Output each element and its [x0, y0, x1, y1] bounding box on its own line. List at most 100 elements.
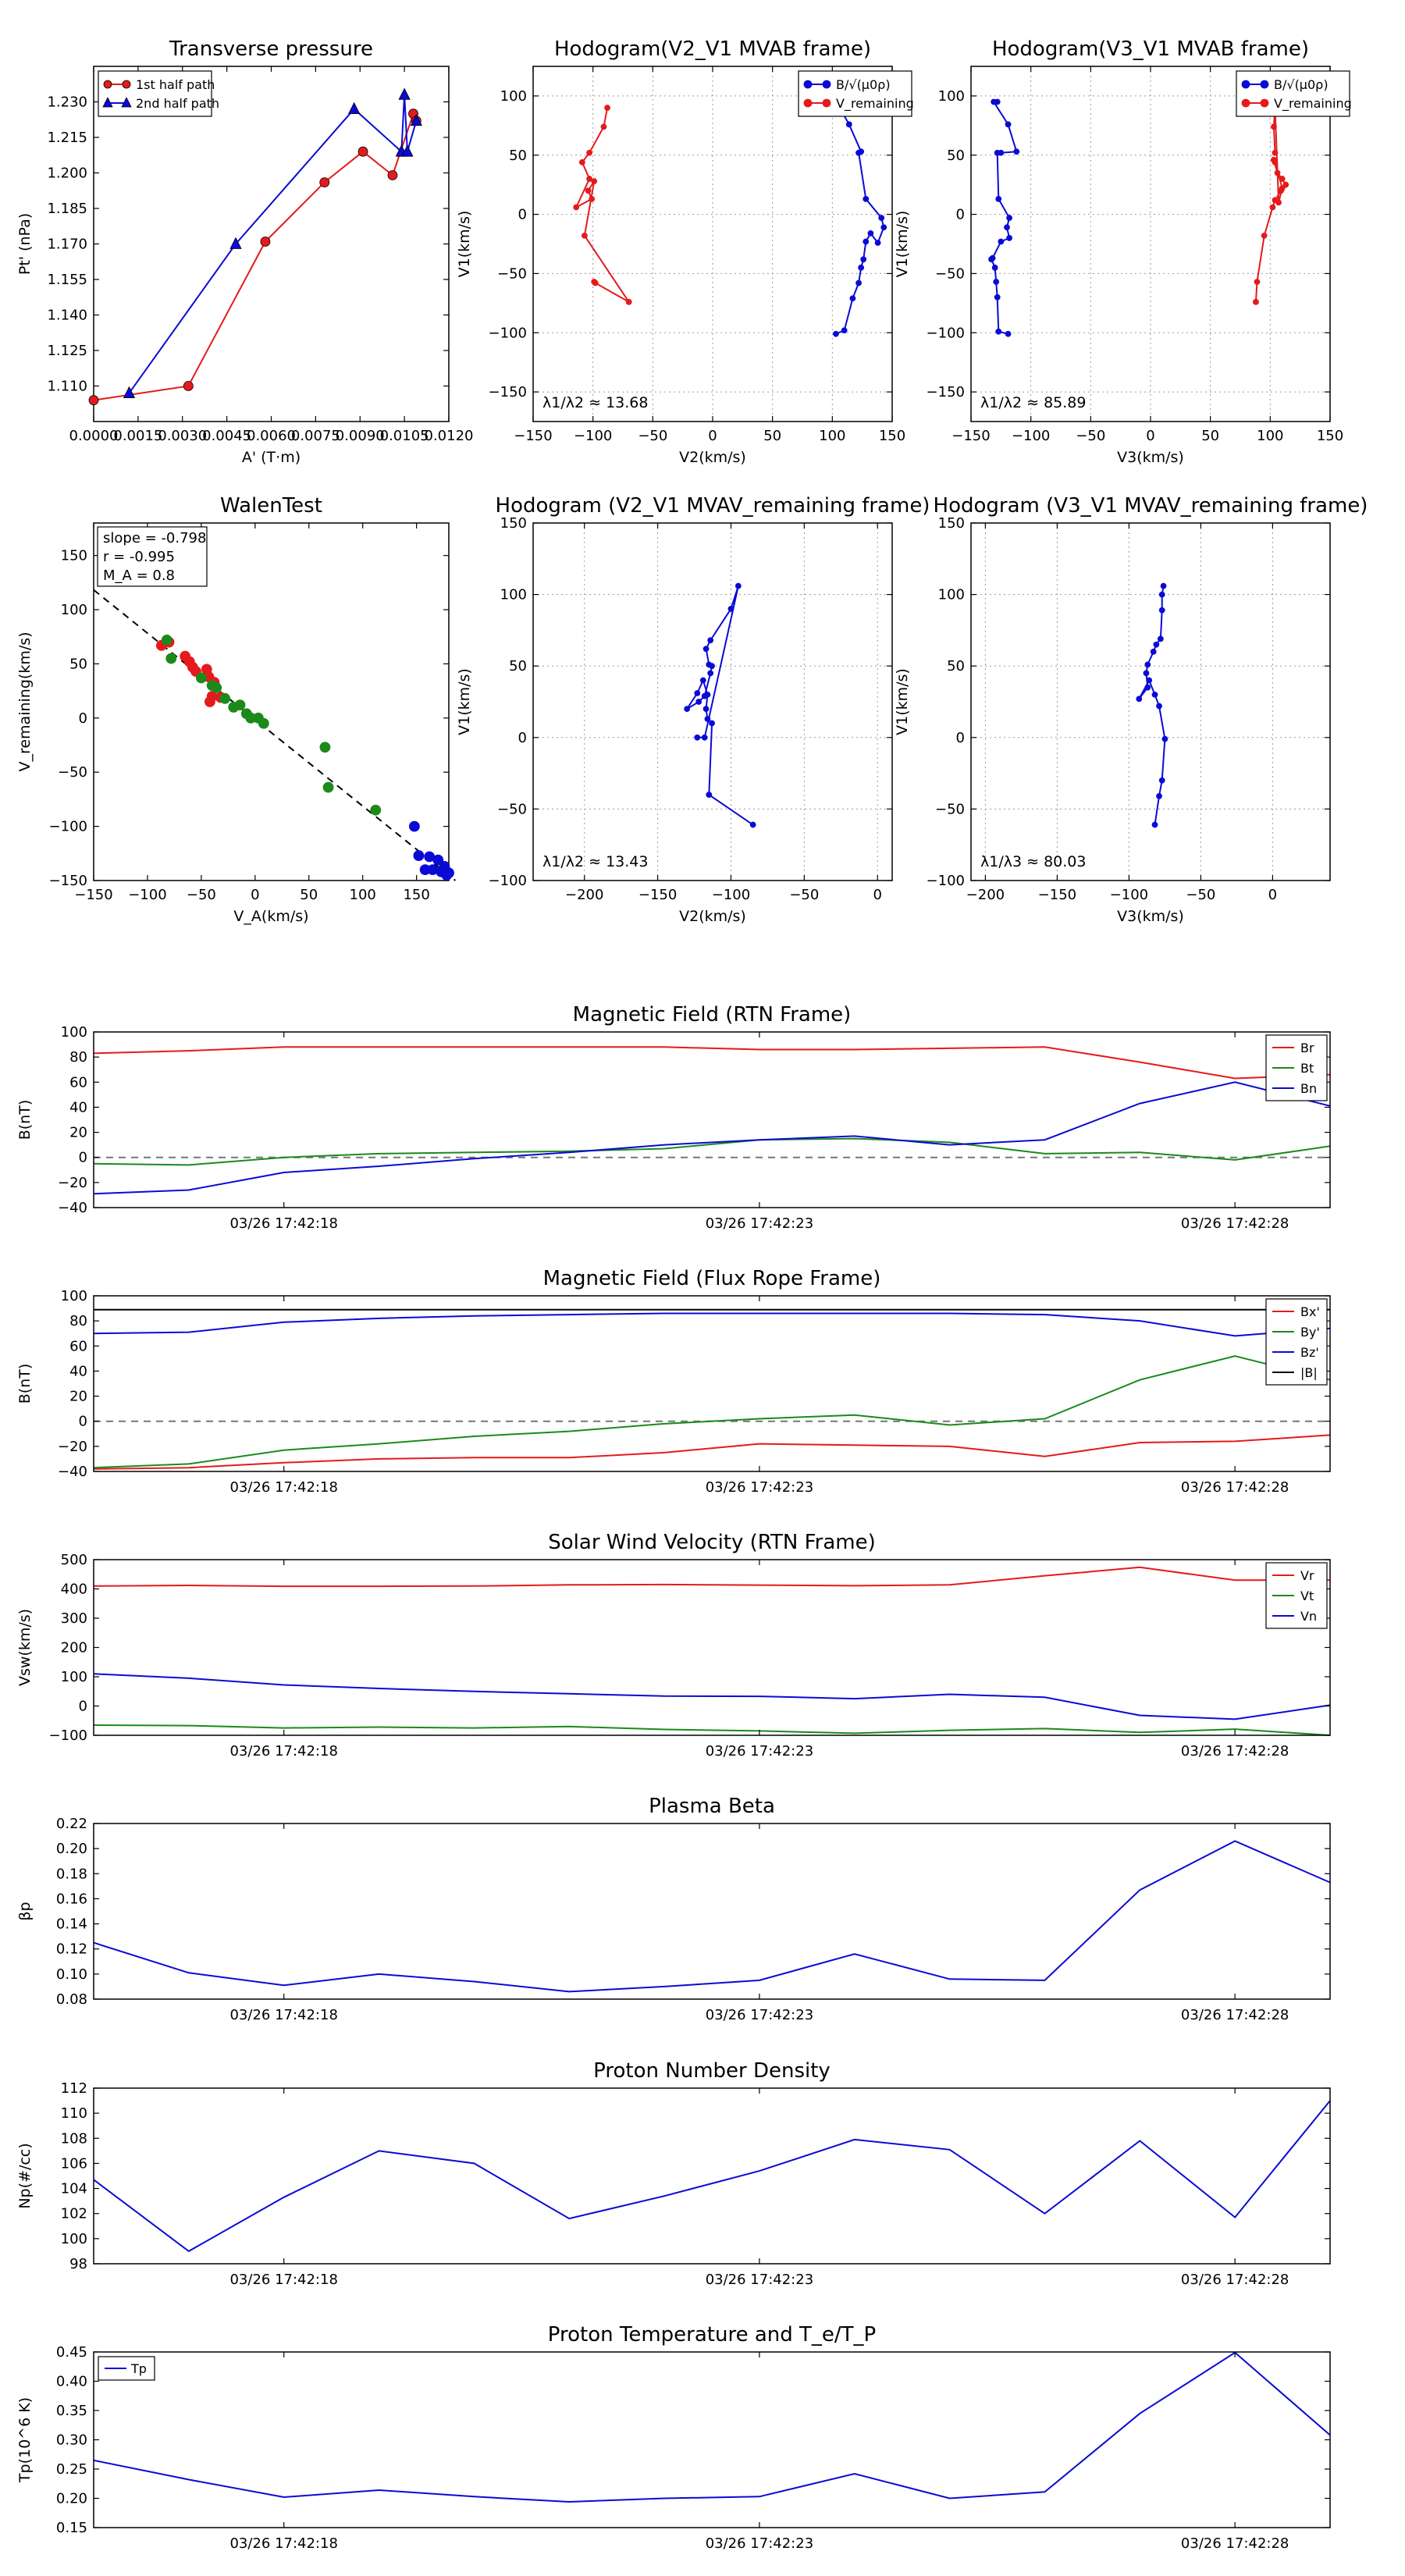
- data-point: [401, 144, 414, 157]
- y-tick-label: 60: [69, 1338, 87, 1354]
- x-tick-label: 100: [1257, 428, 1283, 444]
- data-point: [989, 254, 996, 262]
- data-point: [1006, 215, 1012, 222]
- y-axis-label: V1(km/s): [894, 211, 911, 278]
- x-tick-label: 03/26 17:42:28: [1181, 2535, 1289, 2552]
- data-point: [398, 87, 411, 100]
- series-line-By': [93, 1355, 1331, 1469]
- data-point: [695, 699, 702, 705]
- y-tick-label: 1.125: [47, 343, 87, 359]
- legend-marker: [1241, 80, 1250, 89]
- data-point-green: [195, 672, 207, 684]
- y-axis-label: V1(km/s): [894, 668, 911, 735]
- data-point: [998, 238, 1005, 245]
- series-line-1st half path: [93, 111, 418, 401]
- y-tick-label: 0.22: [56, 1816, 87, 1832]
- data-point: [706, 792, 713, 798]
- chart-title: Transverse pressure: [169, 37, 373, 61]
- data-point-green: [322, 781, 334, 793]
- y-tick-label: 300: [61, 1610, 87, 1627]
- data-point-green: [165, 653, 177, 664]
- y-axis-label: Pt' (nPa): [16, 213, 34, 275]
- x-tick-label: 0: [1146, 428, 1154, 444]
- y-tick-label: 0.16: [56, 1891, 87, 1907]
- data-point-blue: [432, 854, 444, 866]
- y-tick-label: 0.40: [56, 2374, 87, 2390]
- x-axis-label: V3(km/s): [1117, 908, 1184, 925]
- data-point: [706, 661, 713, 668]
- y-tick-label: −40: [58, 1200, 87, 1216]
- data-point-green: [211, 682, 222, 693]
- y-tick-label: −150: [489, 384, 527, 400]
- x-tick-label: −100: [128, 887, 166, 903]
- y-tick-label: 400: [61, 1582, 87, 1598]
- data-point: [1005, 330, 1012, 337]
- legend-box: [798, 70, 912, 117]
- y-tick-label: 0.20: [56, 2491, 87, 2507]
- ratio-annotation: λ1/λ3 ≈ 80.03: [980, 853, 1086, 870]
- data-point: [860, 256, 867, 263]
- chart-panel-10: Plasma Beta 0.08 0.10 0.12 0.14 0.16 0.18 0.20 0…: [16, 1795, 1331, 2023]
- data-point: [1160, 582, 1167, 589]
- data-point: [1254, 279, 1261, 285]
- legend-marker: [1260, 80, 1269, 89]
- data-point: [841, 327, 848, 334]
- y-tick-label: 20: [69, 1389, 87, 1405]
- data-point: [707, 637, 714, 644]
- legend-label: Bz': [1300, 1345, 1319, 1360]
- data-point: [348, 101, 361, 115]
- x-tick-label: 0.0105: [380, 428, 429, 444]
- data-point: [1274, 169, 1281, 176]
- legend-label: Br: [1300, 1041, 1314, 1055]
- data-point: [845, 121, 852, 128]
- x-tick-label: −100: [574, 428, 612, 444]
- x-tick-label: 03/26 17:42:18: [229, 1479, 337, 1496]
- series-line-2nd half path: [128, 94, 418, 394]
- chart-title: Proton Number Density: [593, 2059, 831, 2083]
- x-tick-label: −150: [1038, 887, 1076, 903]
- x-tick-label: 50: [763, 428, 781, 444]
- legend-box: [1265, 1298, 1328, 1386]
- series-line-B/√(μ0ρ): [834, 95, 885, 335]
- legend-marker: [822, 98, 831, 108]
- legend-marker: [121, 97, 132, 108]
- y-tick-label: 1.215: [47, 130, 87, 146]
- x-tick-label: 03/26 17:42:23: [706, 2535, 813, 2552]
- chart-panel-4: WalenTest −150 −100 −50 0 50 100 150 −150 −100 −50…: [16, 494, 457, 925]
- x-tick-label: −100: [1110, 887, 1148, 903]
- y-tick-label: −100: [489, 325, 527, 341]
- y-tick-label: 50: [69, 656, 87, 672]
- x-tick-label: −50: [1186, 887, 1215, 903]
- y-tick-label: 0.18: [56, 1866, 87, 1882]
- legend-marker: [822, 80, 831, 89]
- x-tick-label: 0.0000: [69, 428, 119, 444]
- data-point: [1272, 149, 1279, 156]
- y-tick-label: 500: [61, 1552, 87, 1568]
- data-point: [578, 158, 585, 165]
- x-tick-label: −50: [187, 887, 216, 903]
- data-point: [1144, 684, 1151, 691]
- data-point: [707, 670, 714, 677]
- data-point: [589, 195, 596, 202]
- legend-marker: [102, 97, 113, 108]
- x-tick-label: 150: [403, 887, 429, 903]
- data-point: [849, 295, 856, 302]
- chart-panel-5: Hodogram (V2_V1 MVAV_remaining frame) −10…: [456, 494, 930, 925]
- x-tick-label: 0: [1268, 887, 1277, 903]
- x-tick-label: 03/26 17:42:28: [1181, 1743, 1289, 1759]
- plot-frame: [93, 2351, 1331, 2528]
- chart-title: Hodogram (V3_V1 MVAV_remaining frame): [934, 494, 1368, 518]
- y-tick-label: 1.200: [47, 165, 87, 182]
- chart-title: Plasma Beta: [649, 1795, 775, 1818]
- x-tick-label: −200: [565, 887, 603, 903]
- y-tick-label: 110: [61, 2105, 87, 2122]
- data-point: [1150, 648, 1157, 655]
- data-point: [1279, 185, 1286, 192]
- data-point-blue: [443, 867, 454, 879]
- x-axis-label: V2(km/s): [679, 449, 746, 466]
- data-point-green: [219, 692, 231, 704]
- data-point: [727, 606, 735, 612]
- x-tick-label: 03/26 17:42:28: [1181, 2007, 1289, 2023]
- data-point: [858, 264, 865, 271]
- data-point: [991, 264, 998, 271]
